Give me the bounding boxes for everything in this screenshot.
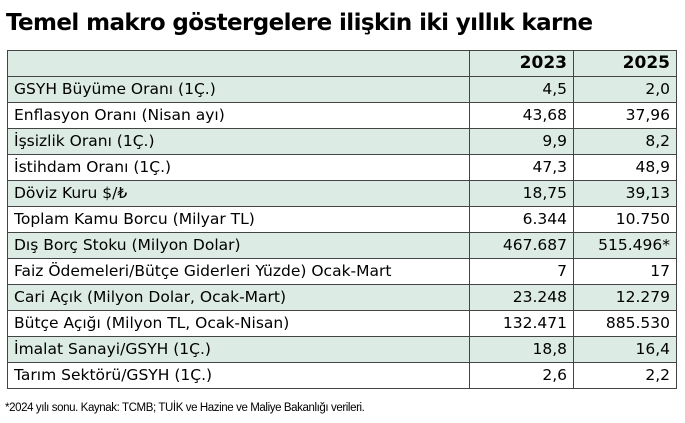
indicator-label: İstihdam Oranı (1Ç.) xyxy=(7,154,470,181)
table-row: Cari Açık (Milyon Dolar, Ocak-Mart) 23.24… xyxy=(7,284,677,311)
value-2025: 17 xyxy=(573,258,677,285)
table-row: Bütçe Açığı (Milyon TL, Ocak-Nisan) 132.4… xyxy=(7,310,677,337)
value-2023: 7 xyxy=(469,258,574,285)
table-row: Faiz Ödemeleri/Bütçe Giderleri Yüzde) Oc… xyxy=(7,258,677,285)
value-2025: 885.530 xyxy=(573,310,677,337)
value-2023: 467.687 xyxy=(469,232,574,259)
header-label-cell xyxy=(7,50,470,77)
header-year-2023: 2023 xyxy=(469,50,574,77)
value-2025: 2,2 xyxy=(573,362,677,389)
value-2023: 43,68 xyxy=(469,102,574,129)
indicator-label: İşsizlik Oranı (1Ç.) xyxy=(7,128,470,155)
indicator-label: GSYH Büyüme Oranı (1Ç.) xyxy=(7,76,470,103)
value-2023: 132.471 xyxy=(469,310,574,337)
value-2023: 18,75 xyxy=(469,180,574,207)
header-year-2025: 2025 xyxy=(573,50,677,77)
value-2023: 18,8 xyxy=(469,336,574,363)
value-2025: 2,0 xyxy=(573,76,677,103)
value-2025: 515.496* xyxy=(573,232,677,259)
indicator-label: Bütçe Açığı (Milyon TL, Ocak-Nisan) xyxy=(7,310,470,337)
value-2025: 37,96 xyxy=(573,102,677,129)
value-2025: 16,4 xyxy=(573,336,677,363)
value-2025: 39,13 xyxy=(573,180,677,207)
indicator-label: Tarım Sektörü/GSYH (1Ç.) xyxy=(7,362,470,389)
value-2023: 23.248 xyxy=(469,284,574,311)
indicator-label: Dış Borç Stoku (Milyon Dolar) xyxy=(7,232,470,259)
table-title: Temel makro göstergelere ilişkin iki yıl… xyxy=(6,10,593,36)
table-row: İmalat Sanayi/GSYH (1Ç.) 18,8 16,4 xyxy=(7,336,677,363)
value-2023: 2,6 xyxy=(469,362,574,389)
table-row: Enflasyon Oranı (Nisan ayı) 43,68 37,96 xyxy=(7,102,677,129)
value-2025: 8,2 xyxy=(573,128,677,155)
value-2023: 9,9 xyxy=(469,128,574,155)
table-row: Tarım Sektörü/GSYH (1Ç.) 2,6 2,2 xyxy=(7,362,677,389)
table-row: Döviz Kuru $/₺ 18,75 39,13 xyxy=(7,180,677,207)
value-2025: 48,9 xyxy=(573,154,677,181)
table-row: GSYH Büyüme Oranı (1Ç.) 4,5 2,0 xyxy=(7,76,677,103)
table-row: Dış Borç Stoku (Milyon Dolar) 467.687 515.… xyxy=(7,232,677,259)
macro-indicators-table: 2023 2025 GSYH Büyüme Oranı (1Ç.) 4,5 2,0 E… xyxy=(7,50,677,389)
indicator-label: İmalat Sanayi/GSYH (1Ç.) xyxy=(7,336,470,363)
table-header-row: 2023 2025 xyxy=(7,50,677,77)
value-2023: 4,5 xyxy=(469,76,574,103)
value-2025: 10.750 xyxy=(573,206,677,233)
table-row: Toplam Kamu Borcu (Milyar TL) 6.344 10.750 xyxy=(7,206,677,233)
value-2023: 47,3 xyxy=(469,154,574,181)
indicator-label: Enflasyon Oranı (Nisan ayı) xyxy=(7,102,470,129)
indicator-label: Cari Açık (Milyon Dolar, Ocak-Mart) xyxy=(7,284,470,311)
indicator-label: Faiz Ödemeleri/Bütçe Giderleri Yüzde) Oc… xyxy=(7,258,470,285)
table-row: İstihdam Oranı (1Ç.) 47,3 48,9 xyxy=(7,154,677,181)
indicator-label: Toplam Kamu Borcu (Milyar TL) xyxy=(7,206,470,233)
table-row: İşsizlik Oranı (1Ç.) 9,9 8,2 xyxy=(7,128,677,155)
value-2023: 6.344 xyxy=(469,206,574,233)
indicator-label: Döviz Kuru $/₺ xyxy=(7,180,470,207)
value-2025: 12.279 xyxy=(573,284,677,311)
footnote: *2024 yılı sonu. Kaynak: TCMB; TUİK ve H… xyxy=(5,402,365,414)
